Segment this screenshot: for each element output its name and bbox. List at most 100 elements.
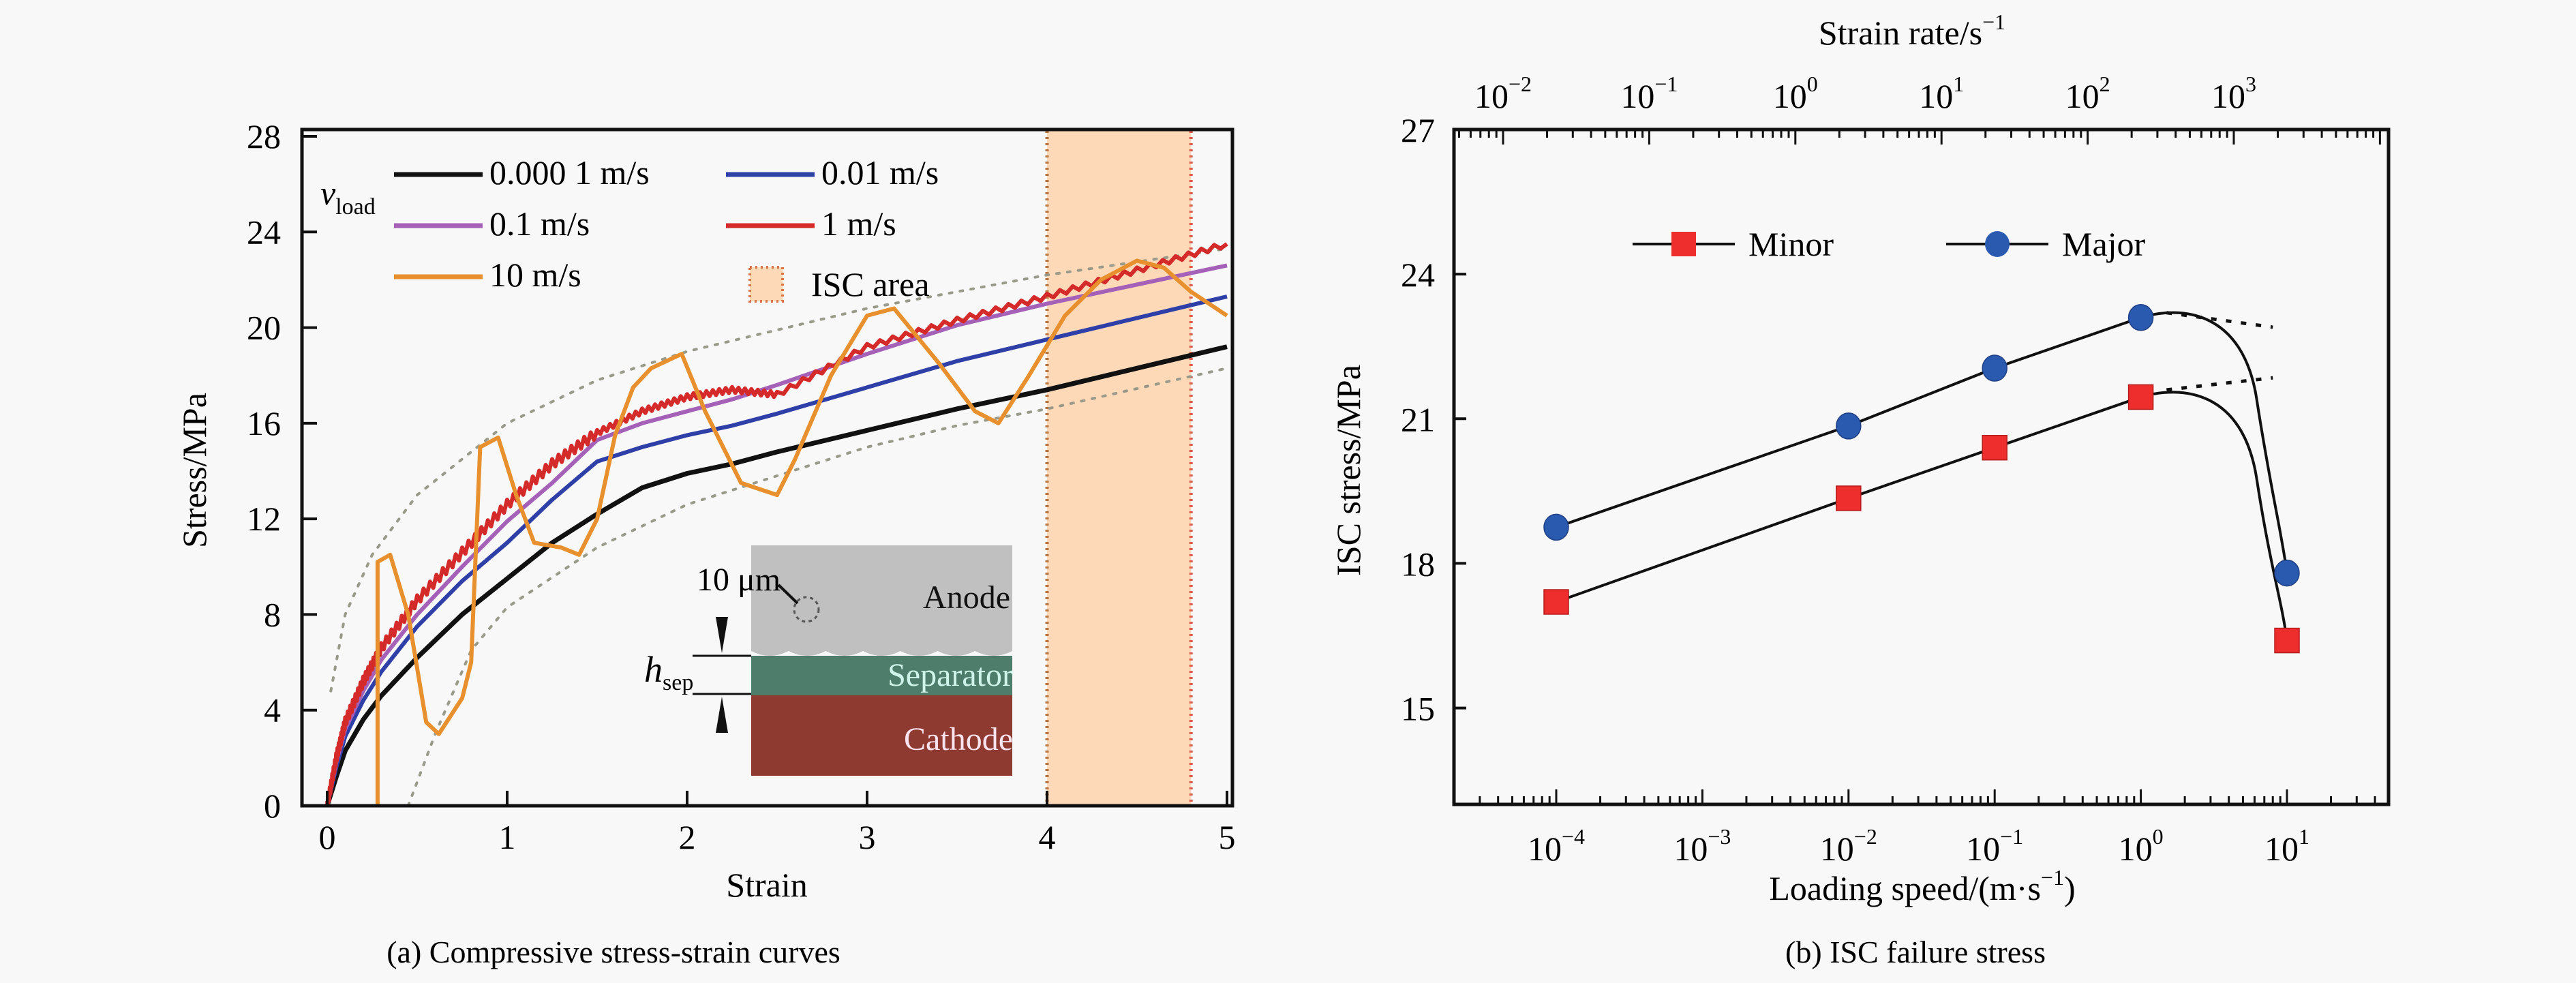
top-tick-label-exp: −2: [1509, 72, 1532, 96]
x-tick-label: 2: [679, 818, 696, 856]
y-tick-label: 16: [247, 404, 281, 442]
inset-cathode-label: Cathode: [904, 721, 1013, 757]
top-tick-label: 100: [1773, 72, 1818, 115]
top-tick-label-exp: 3: [2245, 72, 2256, 96]
series-line-major: [1556, 311, 2288, 573]
x-tick-label-base: 10: [1528, 830, 1562, 868]
legend-label-2: 0.1 m/s: [489, 205, 590, 243]
legend-label-1: 0.01 m/s: [821, 153, 939, 192]
legend-title: vload: [320, 174, 376, 220]
major-marker: [1836, 412, 1862, 440]
x-tick-label-exp: −4: [1562, 824, 1585, 849]
caption-b: (b) ISC failure stress: [1785, 935, 2046, 969]
x-tick-label-exp: −1: [2000, 824, 2023, 849]
anode-block: [751, 545, 1012, 656]
y-tick-label: 27: [1401, 111, 1435, 149]
top-tick-label-base: 10: [2211, 77, 2245, 115]
x-tick-label-base: 10: [2119, 830, 2153, 868]
x-tick-label: 10−2: [1820, 824, 1877, 868]
y-axis-title-a: Stress/MPa: [175, 393, 213, 548]
plot-frame-b: [1452, 127, 2391, 806]
caption-a: (a) Compressive stress-strain curves: [387, 935, 840, 969]
y-tick-label: 0: [264, 787, 281, 825]
y-tick-label: 21: [1401, 400, 1435, 438]
pointer-line: [777, 584, 799, 605]
legend-label-0: 0.000 1 m/s: [489, 153, 650, 192]
minor-marker: [2127, 384, 2154, 410]
y-tick-label: 24: [1401, 256, 1435, 294]
cathode-block: [751, 695, 1012, 776]
y-tick-label: 18: [1401, 545, 1435, 583]
x-tick-label-exp: 0: [2153, 824, 2164, 849]
top-tick-label: 103: [2211, 72, 2256, 115]
x-axis-title-a: Strain: [726, 866, 807, 904]
top-x-ticks-b: 10−2 10−1 100 101 102 103: [1457, 72, 2381, 145]
major-marker: [2274, 559, 2300, 587]
arrow-up-icon: [716, 697, 728, 733]
series-line-2: [325, 263, 1228, 804]
chart-b: 10−4 10−3 10−2 10−1 100 101 10−2 10−1 100 101 102…: [1329, 10, 2391, 969]
series-line-1: [325, 294, 1228, 804]
extrapolation-dotted-line-0: [2166, 311, 2273, 329]
top-axis-title-b: Strain rate/s−1: [1819, 10, 2005, 52]
inset-h-label: hsep: [644, 649, 693, 695]
inset-scale-label: 10 μm: [697, 562, 781, 598]
top-tick-label-base: 10: [2065, 77, 2100, 115]
envelope-lines: [329, 247, 1228, 807]
top-tick-label-base: 10: [1919, 77, 1953, 115]
y-ticks-b: 15 18 21 24 27: [1401, 111, 1466, 728]
envelope-lower-line: [406, 367, 1228, 807]
major-marker: [1543, 513, 1569, 541]
legend-marker-circle: [1985, 231, 2010, 257]
top-tick-label: 102: [2065, 72, 2110, 115]
x-tick-label: 100: [2119, 824, 2164, 868]
x-tick-label: 4: [1039, 818, 1056, 856]
x-tick-label-base: 10: [1966, 830, 2000, 868]
y-tick-label: 24: [247, 213, 281, 251]
x-tick-label: 0: [319, 818, 336, 856]
top-tick-label-exp: 1: [1953, 72, 1964, 96]
legend-label-isc-area: ISC area: [811, 265, 930, 303]
x-ticks-b: 10−4 10−3 10−2 10−1 100 101: [1479, 789, 2376, 868]
top-tick-label-base: 10: [1474, 77, 1509, 115]
x-tick-label-base: 10: [2264, 830, 2299, 868]
minor-marker: [2274, 627, 2300, 654]
legend-label-3: 1 m/s: [821, 205, 896, 243]
top-tick-label-exp: 0: [1807, 72, 1818, 96]
series-markers-b: [1543, 304, 2300, 654]
inset-diagram: 10 μm Anode Separator Cathode hsep: [644, 545, 1013, 776]
series-line-4: [375, 258, 1228, 804]
y-tick-label: 20: [247, 309, 281, 347]
isc-area-band: [1045, 131, 1193, 804]
legend-swatch-isc-area: [748, 266, 784, 303]
top-tick-label-base: 10: [1773, 77, 1807, 115]
series-lines: [324, 242, 1228, 804]
x-tick-label-exp: 1: [2299, 824, 2309, 849]
x-tick-label: 3: [859, 818, 876, 856]
legend-a: vload 0.000 1 m/s 0.01 m/s 0.1 m/s 1 m/s 10 …: [320, 153, 939, 303]
top-tick-label: 10−2: [1474, 72, 1532, 115]
minor-marker: [1982, 434, 2007, 461]
y-tick-label: 12: [247, 500, 281, 538]
major-marker: [1982, 354, 2007, 382]
top-tick-label-exp: −1: [1654, 72, 1678, 96]
x-tick-label-exp: −2: [1854, 824, 1877, 849]
y-tick-label: 8: [264, 595, 281, 633]
series-line-3: [325, 242, 1228, 804]
legend-label-0: Minor: [1748, 225, 1834, 263]
y-axis-title-b: ISC stress/MPa: [1329, 365, 1367, 576]
extrapolation-dotted-line-1: [2166, 376, 2273, 392]
x-tick-label-base: 10: [1673, 830, 1708, 868]
legend-label-4: 10 m/s: [489, 256, 581, 294]
x-ticks-a: 0 1 2 3 4 5: [319, 791, 1236, 856]
top-tick-label-base: 10: [1620, 77, 1654, 115]
arrow-down-icon: [716, 617, 728, 653]
x-tick-label: 10−3: [1673, 824, 1731, 868]
envelope-upper-line: [329, 247, 1228, 693]
inset-separator-label: Separator: [888, 657, 1013, 693]
y-tick-label: 15: [1401, 690, 1435, 728]
x-tick-label: 10−4: [1528, 824, 1585, 868]
x-tick-label: 1: [499, 818, 516, 856]
